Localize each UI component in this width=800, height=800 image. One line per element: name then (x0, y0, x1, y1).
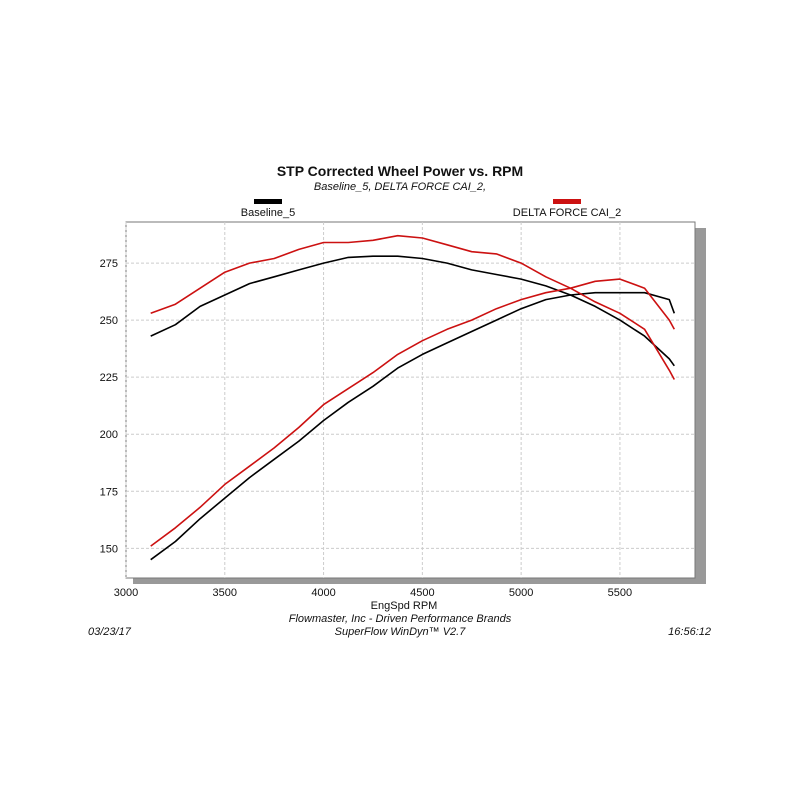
y-tick-label: 175 (100, 486, 118, 498)
x-tick-label: 4500 (410, 587, 434, 599)
chart-subtitle: Baseline_5, DELTA FORCE CAI_2, (314, 181, 486, 193)
x-tick-label: 4000 (311, 587, 335, 599)
line (150, 278, 676, 547)
legend-label: Baseline_5 (241, 207, 295, 219)
legend-label: DELTA FORCE CAI_2 (513, 207, 621, 219)
y-tick-label: 150 (100, 543, 118, 555)
x-tick-label: 3500 (213, 587, 237, 599)
x-tick-label: 3000 (114, 587, 138, 599)
plot-area (125, 221, 696, 579)
y-tick-label: 225 (100, 372, 118, 384)
line (150, 234, 676, 380)
x-axis-label: EngSpd RPM (371, 600, 438, 612)
footer-software: SuperFlow WinDyn™ V2.7 (335, 626, 467, 638)
y-tick-label: 250 (100, 315, 118, 327)
x-tick-label: 5500 (608, 587, 632, 599)
line (150, 291, 676, 561)
chart-title: STP Corrected Wheel Power vs. RPM (277, 163, 523, 179)
time: 16:56:12 (668, 626, 711, 638)
y-tick-label: 275 (100, 258, 118, 270)
legend-swatch (254, 199, 282, 204)
legend-swatch (553, 199, 581, 204)
date: 03/23/17 (88, 626, 132, 638)
x-tick-label: 5000 (509, 587, 533, 599)
footer-company: Flowmaster, Inc - Driven Performance Bra… (289, 613, 512, 625)
y-tick-label: 200 (100, 429, 118, 441)
line (150, 255, 675, 367)
